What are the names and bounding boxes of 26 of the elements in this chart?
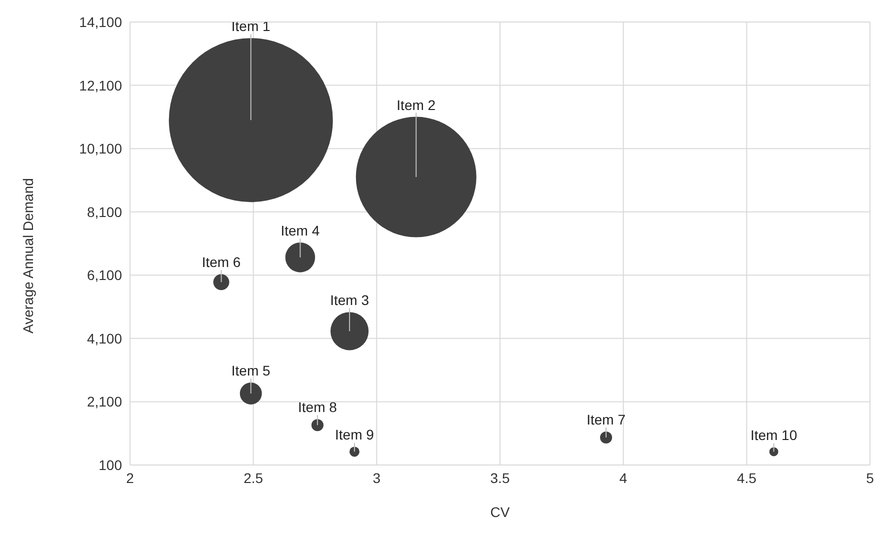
y-tick-label: 100: [98, 456, 122, 473]
annotation: Item 10: [750, 427, 798, 444]
annotation: Item 3: [330, 292, 370, 308]
y-tick-label: 10,100: [79, 140, 122, 157]
x-tick-label: 2: [126, 470, 134, 486]
x-tick-label: 4.5: [736, 470, 757, 486]
annotation: Item 5: [231, 362, 271, 378]
annotation: Item 8: [298, 399, 338, 416]
annotation: Item 6: [202, 254, 241, 270]
annotation: Item 7: [586, 411, 626, 428]
y-tick-label: 8,100: [86, 204, 122, 220]
y-tick-label: 2,100: [86, 394, 122, 410]
annotation: Item 4: [280, 222, 320, 239]
x-tick-label: 5: [866, 470, 874, 486]
x-tick-label: 2.5: [244, 470, 264, 486]
annotation: Item 2: [396, 96, 436, 113]
annotation: Item 9: [335, 426, 374, 443]
x-axis-title: CV: [490, 504, 510, 520]
y-axis-title: Average Annual Demand: [20, 178, 36, 334]
x-tick-label: 3.5: [490, 470, 510, 486]
x-tick-label: 3: [372, 470, 381, 486]
y-tick-label: 12,100: [79, 77, 122, 94]
y-tick-label: 14,100: [79, 14, 122, 30]
y-tick-label: 6,100: [86, 267, 122, 284]
y-tick-label: 4,100: [86, 330, 122, 346]
x-tick-label: 4: [619, 470, 628, 486]
